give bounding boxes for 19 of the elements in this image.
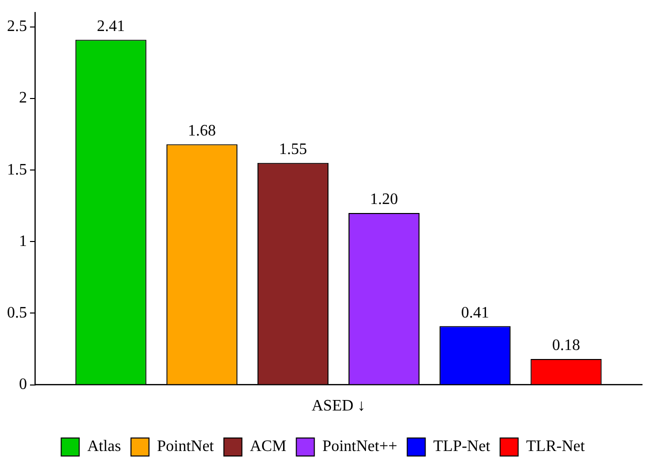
- legend-label: TLR-Net: [526, 438, 586, 456]
- y-tick-label: 0: [19, 376, 27, 394]
- legend-label: Atlas: [87, 438, 121, 456]
- data-label: 1.20: [370, 191, 398, 208]
- data-label: 0.41: [461, 304, 490, 322]
- data-label: 1.68: [188, 122, 216, 140]
- y-tick-label: 2: [19, 90, 27, 107]
- x-tick-label: ASED ↓: [312, 398, 366, 415]
- y-tick-label: 2.5: [7, 18, 27, 36]
- legend-label: PointNet: [156, 438, 214, 456]
- y-tick-label: 0.5: [7, 304, 27, 322]
- legend-label: TLP-Net: [433, 438, 491, 456]
- legend-label: PointNet++: [322, 438, 398, 456]
- data-label: 0.18: [552, 337, 580, 354]
- legend-label: ACM: [250, 438, 286, 456]
- data-label: 2.41: [96, 18, 125, 35]
- data-label: 1.55: [278, 141, 307, 158]
- y-tick-label: 1.5: [7, 161, 27, 178]
- y-tick-label: 1: [19, 232, 27, 250]
